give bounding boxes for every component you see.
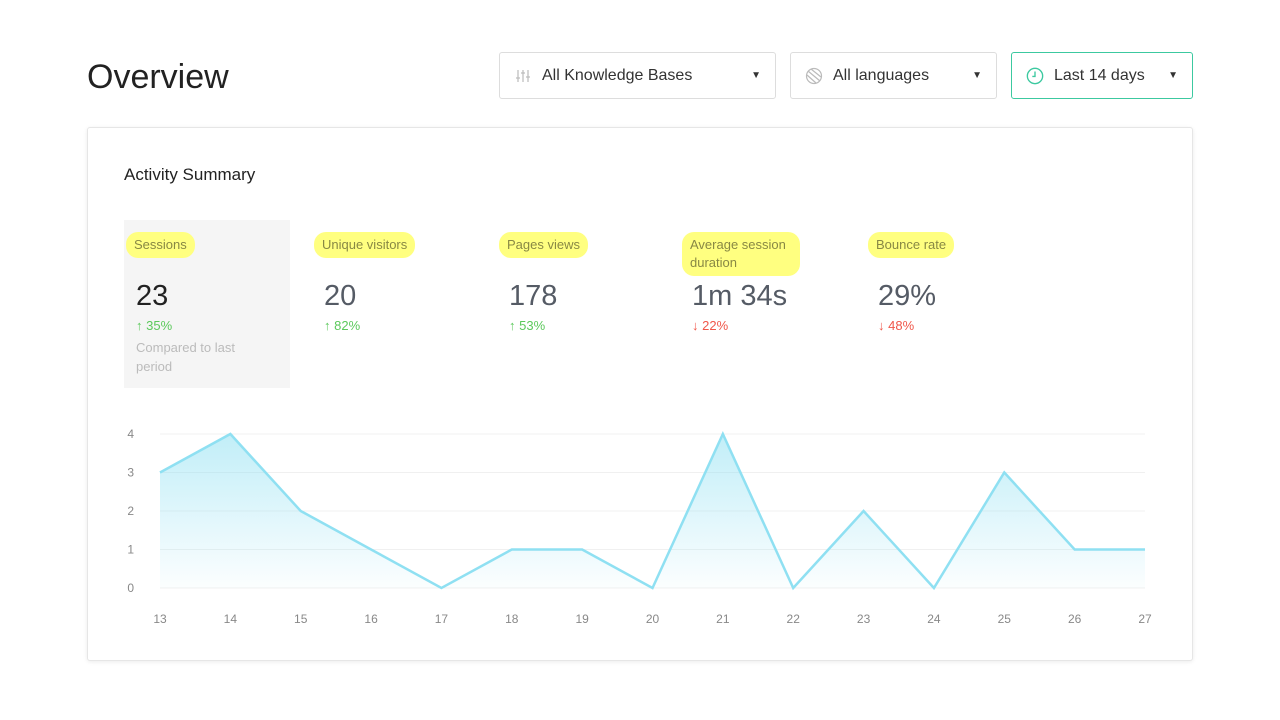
- dropdown-label: All languages: [833, 66, 930, 84]
- language-dropdown[interactable]: All languages ▼: [790, 52, 997, 99]
- x-tick-label: 22: [787, 612, 801, 626]
- metric-change: ↑ 35%: [136, 318, 173, 333]
- x-tick-label: 20: [646, 612, 660, 626]
- arrow-down-icon: ↓: [692, 318, 699, 333]
- x-tick-label: 13: [153, 612, 167, 626]
- metric-label: Unique visitors: [314, 232, 416, 258]
- y-tick-label: 0: [127, 581, 134, 595]
- arrow-up-icon: ↑: [136, 318, 143, 333]
- metric-change: ↓ 22%: [692, 318, 729, 333]
- arrow-down-icon: ↓: [878, 318, 885, 333]
- x-tick-label: 17: [435, 612, 449, 626]
- metric-label: Bounce rate: [868, 232, 955, 258]
- caret-down-icon: ▼: [1168, 70, 1178, 81]
- y-tick-label: 1: [127, 543, 134, 557]
- metric-label: Sessions: [126, 232, 195, 258]
- x-tick-label: 26: [1068, 612, 1082, 626]
- x-tick-label: 16: [364, 612, 378, 626]
- caret-down-icon: ▼: [972, 70, 982, 81]
- x-tick-label: 24: [927, 612, 941, 626]
- metric-value: 29%: [878, 280, 937, 312]
- arrow-up-icon: ↑: [324, 318, 331, 333]
- x-tick-label: 14: [224, 612, 238, 626]
- globe-icon: [805, 67, 823, 85]
- metric-label: Pages views: [499, 232, 588, 258]
- date-range-dropdown[interactable]: Last 14 days ▼: [1011, 52, 1193, 99]
- metric-change: ↑ 82%: [324, 318, 361, 333]
- arrow-up-icon: ↑: [509, 318, 516, 333]
- x-tick-label: 25: [998, 612, 1012, 626]
- caret-down-icon: ▼: [751, 70, 761, 81]
- activity-summary-card: Activity Summary Sessions 23 ↑ 35% Compa…: [87, 127, 1193, 661]
- x-tick-label: 23: [857, 612, 871, 626]
- metric-bounce-rate[interactable]: Bounce rate 29% ↓ 48%: [866, 220, 1032, 388]
- x-tick-label: 27: [1138, 612, 1152, 626]
- metric-value: 178: [509, 280, 558, 312]
- metric-unique-visitors[interactable]: Unique visitors 20 ↑ 82%: [312, 220, 478, 388]
- metric-sessions[interactable]: Sessions 23 ↑ 35% Compared to last perio…: [124, 220, 290, 388]
- metric-note: Compared to last period: [136, 340, 235, 374]
- dropdown-label: Last 14 days: [1054, 66, 1145, 84]
- knowledge-base-dropdown[interactable]: All Knowledge Bases ▼: [499, 52, 776, 99]
- metric-value: 1m 34s: [692, 280, 788, 312]
- sliders-icon: [514, 67, 532, 85]
- x-tick-label: 15: [294, 612, 308, 626]
- page-title: Overview: [87, 58, 229, 96]
- metric-value: 23: [136, 280, 169, 312]
- metric-value: 20: [324, 280, 357, 312]
- x-tick-label: 19: [575, 612, 589, 626]
- metric-change: ↓ 48%: [878, 318, 915, 333]
- dropdown-label: All Knowledge Bases: [542, 66, 693, 84]
- x-tick-label: 18: [505, 612, 519, 626]
- y-tick-label: 4: [127, 427, 134, 441]
- clock-icon: [1026, 67, 1044, 85]
- y-tick-label: 2: [127, 504, 134, 518]
- metric-pages-views[interactable]: Pages views 178 ↑ 53%: [497, 220, 663, 388]
- metric-change: ↑ 53%: [509, 318, 546, 333]
- x-tick-label: 21: [716, 612, 730, 626]
- card-title: Activity Summary: [124, 165, 256, 184]
- y-tick-label: 3: [127, 466, 134, 480]
- metric-label: Average session duration: [682, 232, 800, 276]
- metric-average-session-duration[interactable]: Average session duration 1m 34s ↓ 22%: [680, 220, 846, 388]
